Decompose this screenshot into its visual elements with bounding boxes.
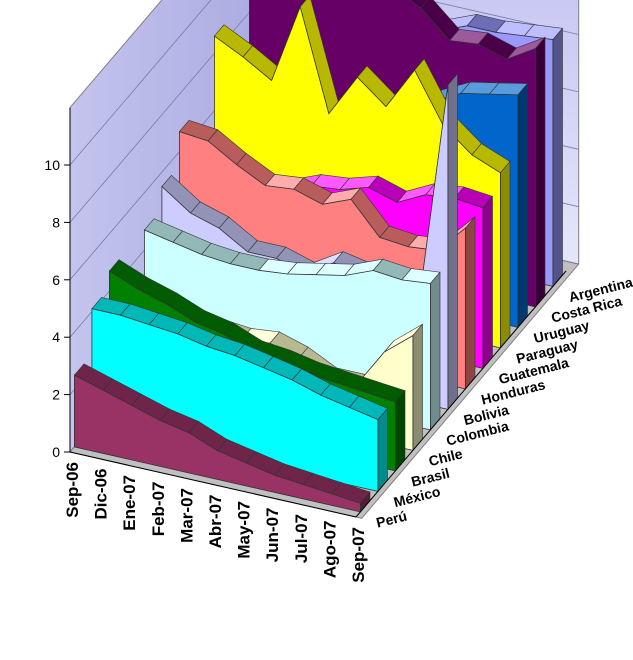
y-tick-label: 0 — [52, 444, 60, 460]
series-end-cap — [447, 72, 458, 411]
x-tick-label: Feb-07 — [149, 482, 168, 537]
series-end-cap — [552, 27, 563, 288]
y-tick-label: 6 — [52, 272, 60, 288]
series-layer — [73, 0, 564, 513]
series-end-cap — [535, 36, 546, 308]
series-end-cap — [377, 407, 388, 493]
x-tick-label: Ago-07 — [320, 521, 339, 579]
series-end-cap — [482, 195, 493, 370]
series-end-cap — [500, 160, 511, 349]
gridline — [69, 0, 579, 223]
y-tick-label: 8 — [52, 214, 60, 230]
series-mexico — [91, 297, 388, 493]
x-tick-label: Sep-06 — [63, 462, 82, 518]
series-area — [91, 308, 379, 492]
gridline — [69, 0, 212, 166]
series-end-cap — [465, 216, 476, 390]
x-tick-label: Sep-07 — [349, 527, 368, 583]
series-end-cap — [395, 389, 406, 472]
x-tick-label: Ene-07 — [120, 475, 139, 531]
x-tick-label: Abr-07 — [206, 495, 225, 549]
series-peru — [73, 363, 371, 513]
z-axis-line — [355, 270, 567, 518]
y-tick-label: 2 — [52, 387, 60, 403]
y-tick-label: 4 — [52, 329, 60, 345]
series-end-cap — [430, 271, 441, 431]
series-area — [74, 374, 361, 513]
x-tick-label: Jun-07 — [263, 508, 282, 563]
z-tick-label: Perú — [374, 508, 408, 531]
x-tick-label: Dic-06 — [92, 469, 111, 520]
x-tick-label: May-07 — [235, 501, 254, 559]
x-tick-label: Mar-07 — [177, 488, 196, 543]
x-axis-line — [69, 451, 357, 518]
series-end-cap — [412, 323, 423, 452]
x-tick-label: Jul-07 — [292, 514, 311, 563]
y-tick-label: 10 — [44, 157, 60, 173]
series-end-cap — [517, 82, 528, 329]
